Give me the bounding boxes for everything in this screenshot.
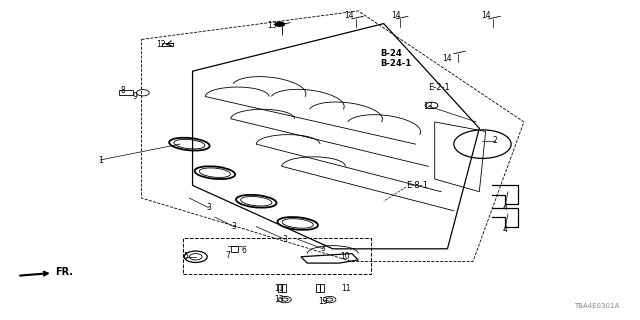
Text: 13: 13 xyxy=(274,295,284,304)
Text: 1: 1 xyxy=(98,156,102,164)
Bar xyxy=(278,284,285,292)
Text: 9: 9 xyxy=(132,92,138,101)
Text: 8: 8 xyxy=(120,86,125,95)
Text: 14: 14 xyxy=(481,11,490,20)
Text: 11: 11 xyxy=(274,284,284,293)
Text: 12: 12 xyxy=(156,40,166,49)
Bar xyxy=(231,246,239,252)
Text: E-2-1: E-2-1 xyxy=(428,83,450,92)
Text: B-24
B-24-1: B-24 B-24-1 xyxy=(381,49,412,68)
Bar xyxy=(162,43,173,46)
Text: E-8-1: E-8-1 xyxy=(406,181,428,190)
Text: 2: 2 xyxy=(493,136,498,146)
Text: 3: 3 xyxy=(232,222,236,231)
Circle shape xyxy=(275,22,285,27)
Text: 3: 3 xyxy=(282,235,287,244)
Text: 3: 3 xyxy=(321,244,326,253)
Text: 13: 13 xyxy=(268,21,277,30)
Text: 6: 6 xyxy=(241,246,246,255)
Text: 11: 11 xyxy=(340,284,350,293)
Text: 14: 14 xyxy=(344,11,353,20)
Text: TBA4E0301A: TBA4E0301A xyxy=(574,303,620,309)
Bar xyxy=(119,90,133,95)
Text: 10: 10 xyxy=(340,252,350,261)
Bar xyxy=(316,284,324,292)
Text: 7: 7 xyxy=(225,251,230,260)
Text: 13: 13 xyxy=(318,297,328,306)
Text: 13: 13 xyxy=(424,101,433,111)
Text: 3: 3 xyxy=(206,203,211,212)
Text: FR.: FR. xyxy=(20,267,74,277)
Text: 5: 5 xyxy=(184,252,189,261)
Text: 4: 4 xyxy=(502,225,508,234)
Text: 4: 4 xyxy=(502,203,508,212)
Bar xyxy=(183,238,371,274)
Text: 14: 14 xyxy=(392,11,401,20)
Text: 14: 14 xyxy=(443,54,452,63)
